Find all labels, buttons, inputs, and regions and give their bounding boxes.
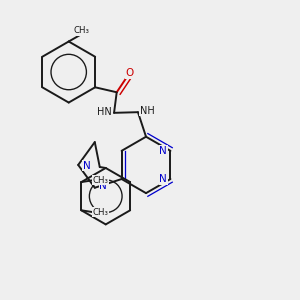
Text: NH: NH	[140, 106, 154, 116]
Text: N: N	[159, 174, 167, 184]
Text: CH₃: CH₃	[92, 208, 109, 217]
Text: HN: HN	[97, 107, 112, 117]
Text: N: N	[82, 160, 90, 171]
Text: N: N	[159, 146, 167, 156]
Text: N: N	[99, 181, 107, 191]
Text: O: O	[126, 68, 134, 78]
Text: CH₃: CH₃	[74, 26, 90, 35]
Text: CH₃: CH₃	[92, 176, 109, 184]
